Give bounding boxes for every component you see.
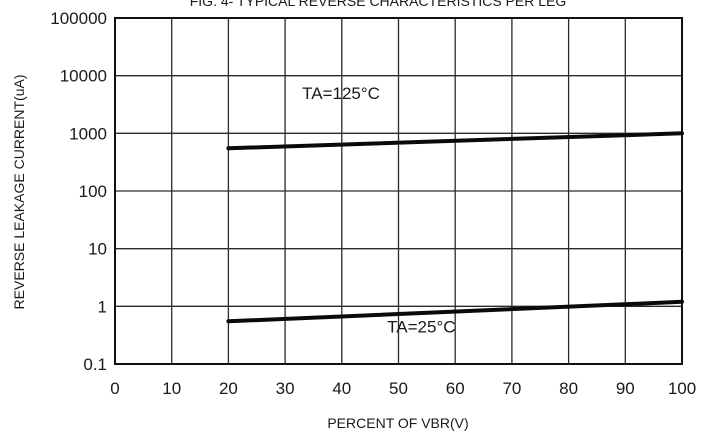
x-tick-label: 100 (668, 379, 696, 398)
x-tick-label: 0 (110, 379, 119, 398)
x-tick-label: 80 (559, 379, 578, 398)
series (226, 131, 684, 324)
y-axis-label: REVERSE LEAKAGE CURRENT(uA) (11, 75, 27, 310)
y-tick-label: 1000 (69, 124, 107, 143)
x-tick-label: 90 (616, 379, 635, 398)
x-tick-label: 50 (389, 379, 408, 398)
annotation-label: TA=25°C (387, 317, 455, 336)
x-tick-label: 70 (502, 379, 521, 398)
y-tick-label: 100000 (50, 9, 107, 28)
annotation-label: TA=125°C (302, 84, 380, 103)
x-tick-label: 10 (162, 379, 181, 398)
x-tick-label: 20 (219, 379, 238, 398)
series-line (226, 299, 684, 324)
series-line (226, 131, 684, 151)
y-tick-label: 0.1 (83, 355, 107, 374)
plot-frame (114, 17, 683, 365)
x-tick-label: 30 (276, 379, 295, 398)
x-tick-labels: 0 10 20 30 40 50 60 70 80 90 100 (110, 379, 696, 398)
y-tick-label: 100 (79, 182, 107, 201)
annotations: TA=125°C TA=25°C (302, 84, 455, 336)
x-tick-label: 60 (446, 379, 465, 398)
x-axis-label: PERCENT OF VBR(V) (327, 415, 468, 431)
y-tick-label: 1 (98, 297, 107, 316)
chart-title: FIG. 4- TYPICAL REVERSE CHARACTERISTICS … (190, 0, 567, 9)
y-tick-labels: 0.1 1 10 100 1000 10000 100000 (50, 9, 107, 374)
x-tick-label: 40 (332, 379, 351, 398)
y-tick-label: 10000 (60, 67, 107, 86)
y-tick-label: 10 (88, 240, 107, 259)
